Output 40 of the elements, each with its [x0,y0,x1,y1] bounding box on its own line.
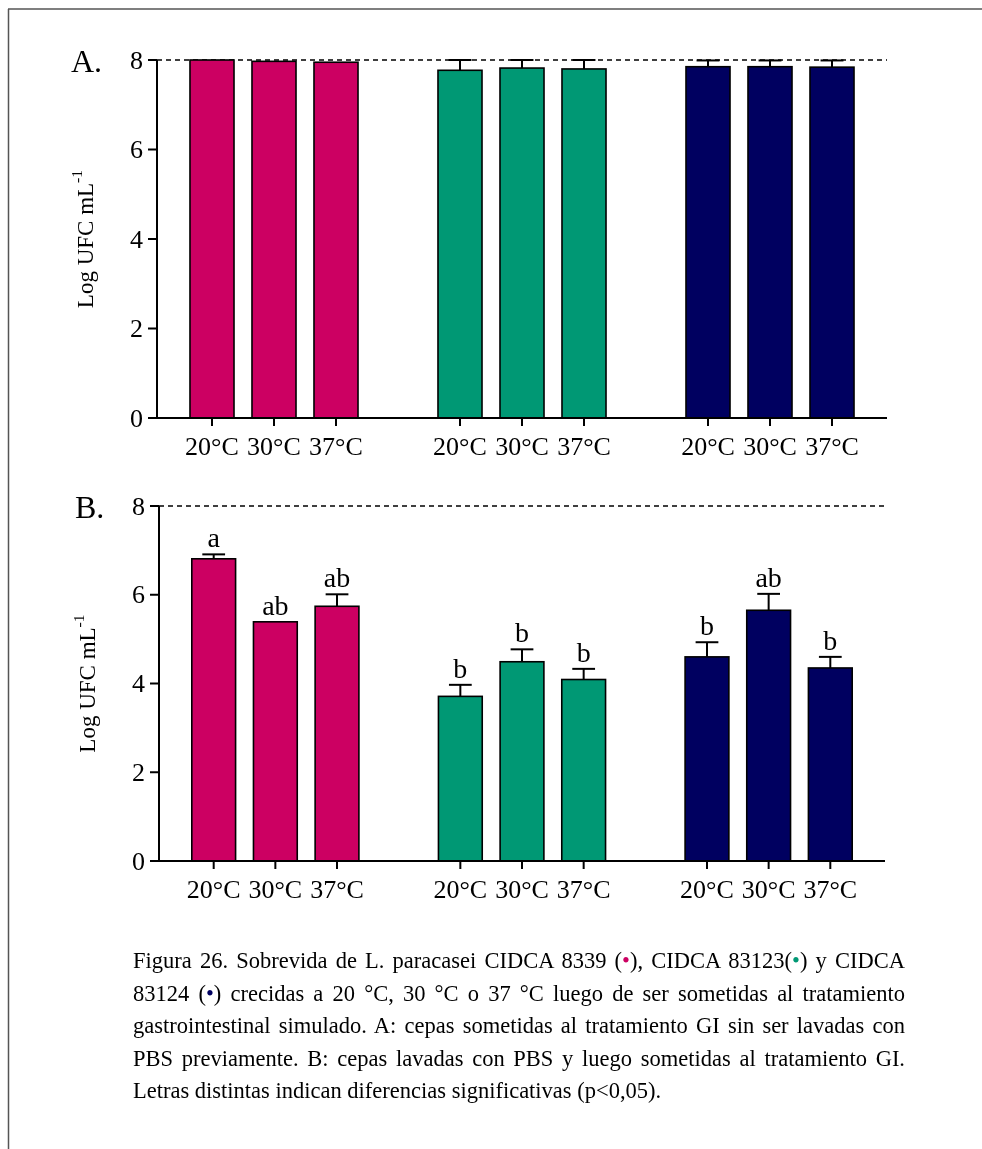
x-tick-label: 30°C [495,875,549,904]
x-tick-label: 20°C [433,875,488,904]
x-tick-label: 20°C [185,432,239,461]
data-label: b [699,610,714,642]
x-tick-label: 30°C [741,875,796,904]
y-tick-label: 6 [130,135,143,164]
y-tick-label: 2 [130,314,143,343]
y-tick-label: 2 [132,757,145,787]
data-label: b [823,624,838,656]
chart-title: B. [75,489,105,525]
x-tick-label: 20°C [433,432,487,461]
x-tick-label: 37°C [310,875,364,904]
y-tick-label: 0 [132,846,145,876]
x-tick-label: 20°C [680,875,734,904]
data-label: ab [323,562,351,594]
x-tick-label: 37°C [309,432,363,461]
x-tick-label: 30°C [248,875,303,904]
x-tick-label: 37°C [805,432,859,461]
y-tick-label: 8 [132,491,145,521]
x-tick-label: 20°C [681,432,735,461]
y-tick-label: 4 [130,224,143,254]
y-tick-label: 6 [132,580,145,610]
x-tick-label: 37°C [803,875,858,904]
chart-title: A. [71,43,103,79]
y-tick-label: 8 [130,45,143,75]
x-tick-label: 30°C [743,432,797,461]
y-tick-label: 0 [130,403,143,433]
data-label: b [515,617,529,649]
x-tick-label: 37°C [556,875,611,904]
data-label: a [207,522,221,554]
x-tick-label: 30°C [247,432,301,461]
data-label: b [453,652,468,684]
data-label: b [576,636,591,668]
x-tick-label: 20°C [186,875,241,904]
text: Figura 26. Sobrevida de L. paracasei CIDCA 8339 (•), CIDCA 83123(•) y CIDCA 83124 (•) crecidas a 20 °C, 30 °C o 37 °C luego de ser sometidas al tratamiento gastrointestinal simulado. A: cepas sometidas al tratamiento GI sin ser lavadas con PBS previamente. B: cepas lavadas con PBS y luego sometidas al tratamiento GI. Letras distintas indican diferencias significativas (p<0,05). [133,948,906,1103]
data-label: ab [262,589,289,621]
x-tick-label: 37°C [557,432,611,461]
y-tick-label: 4 [132,669,145,698]
x-tick-label: 30°C [495,432,549,461]
data-label: ab [755,561,782,593]
